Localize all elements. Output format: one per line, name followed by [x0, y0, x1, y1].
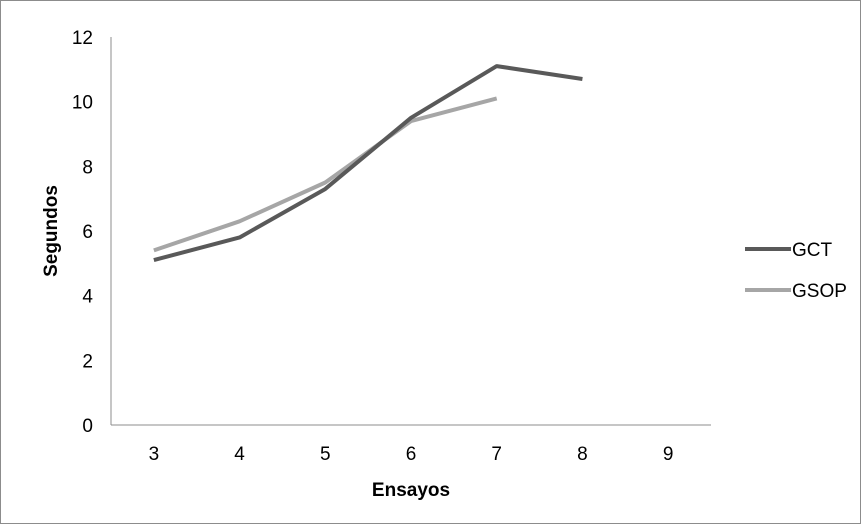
y-tick-label: 0 — [82, 416, 93, 437]
x-tick-label: 4 — [234, 444, 245, 465]
y-tick-labels: 0 2 4 6 8 10 12 — [72, 28, 94, 437]
legend-label-gct: GCT — [792, 240, 833, 261]
y-tick-label: 8 — [82, 157, 93, 178]
y-tick-label: 2 — [82, 351, 93, 372]
series-line-gct — [153, 64, 583, 263]
x-tick-label: 5 — [320, 444, 331, 465]
x-tick-label: 3 — [149, 444, 160, 465]
series-line-gsop — [153, 96, 498, 253]
y-tick-label: 6 — [82, 222, 93, 243]
x-tick-labels: 3 4 5 6 7 8 9 — [149, 444, 674, 465]
legend-label-gsop: GSOP — [792, 281, 847, 302]
y-axis-title: Segundos — [41, 185, 62, 277]
y-tick-label: 4 — [82, 287, 93, 308]
legend: GCT GSOP — [745, 240, 847, 302]
x-tick-label: 8 — [577, 444, 588, 465]
x-axis-title: Ensayos — [372, 480, 450, 501]
series-lines — [153, 64, 583, 263]
x-tick-label: 7 — [491, 444, 502, 465]
x-tick-label: 6 — [406, 444, 417, 465]
y-tick-label: 10 — [72, 93, 93, 114]
y-tick-label: 12 — [72, 28, 93, 49]
axes — [110, 37, 711, 426]
x-tick-label: 9 — [663, 444, 674, 465]
